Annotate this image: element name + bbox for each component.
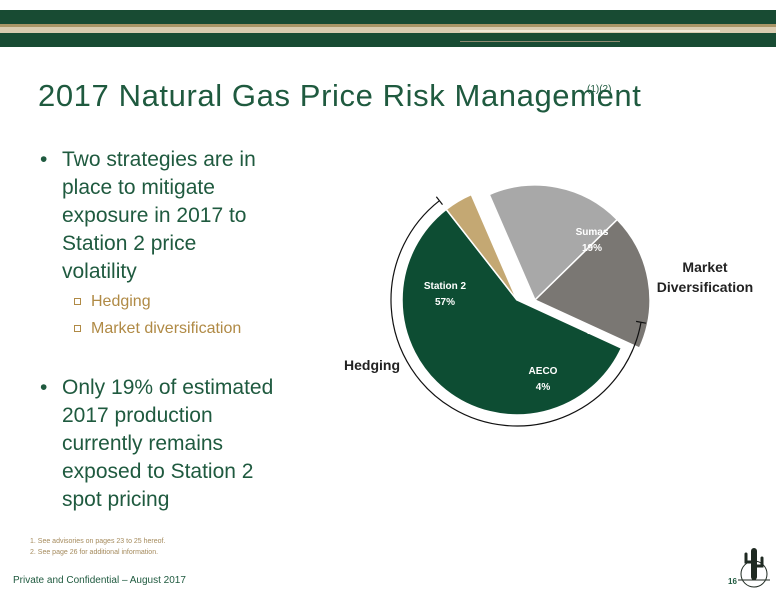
bullet-line: exposed to Station 2 — [62, 460, 254, 483]
page-title: 2017 Natural Gas Price Risk Management — [38, 78, 642, 113]
pie-data-label: 19% — [582, 243, 602, 254]
footer-confidentiality: Private and Confidential – August 2017 — [13, 575, 186, 586]
bullet-line: currently remains — [62, 432, 224, 455]
sub-bullet-label: Market diversification — [91, 320, 242, 337]
sub-bullet-marker — [74, 325, 81, 332]
bullet-1: • Two strategies are in place to mitigat… — [38, 146, 338, 286]
bullet-line: exposure in 2017 to — [62, 204, 247, 227]
bullet-list: • Two strategies are in place to mitigat… — [38, 146, 338, 514]
sub-bullet-label: Hedging — [91, 293, 151, 310]
pie-data-label: AECO — [529, 366, 558, 377]
header-band-dark-lower — [0, 33, 776, 47]
bullet-line: 2017 production — [62, 404, 213, 427]
group-label-market-diversification: Diversification — [657, 279, 753, 295]
pie-slice-station-2-unhedged — [488, 184, 619, 302]
pie-data-label: 19% — [587, 326, 607, 337]
hedging-bracket — [390, 200, 642, 427]
pie-data-label: 4% — [536, 382, 551, 393]
header-band-highlight — [460, 41, 620, 42]
header-band-highlight — [460, 30, 720, 32]
pie-data-label: 57% — [435, 297, 455, 308]
cactus-logo-icon — [738, 548, 770, 588]
bullet-line: Two strategies are in — [62, 148, 256, 171]
header-band-tan — [0, 24, 776, 27]
footnote: 2. See page 26 for additional informatio… — [30, 549, 159, 556]
sub-bullet-hedging: Hedging — [38, 288, 338, 315]
bullet-line: volatility — [62, 260, 137, 283]
page-number: 16 — [728, 577, 737, 586]
header-band-dark — [0, 10, 776, 24]
pie-data-label: Station 2 — [424, 281, 467, 292]
group-label-market-diversification: Market — [682, 259, 727, 275]
title-footnote-ref: (1)(2) — [587, 84, 612, 95]
group-label-hedging: Hedging — [344, 357, 400, 373]
bullet-marker: • — [40, 148, 48, 171]
header-band-light — [0, 27, 776, 33]
hedging-bracket-end — [635, 320, 647, 324]
pie-data-label: Sumas — [576, 227, 609, 238]
bullet-line: place to mitigate — [62, 176, 215, 199]
bullet-2: • Only 19% of estimated 2017 production … — [38, 374, 338, 514]
bullet-line: Only 19% of estimated — [62, 376, 274, 399]
bullet-marker: • — [40, 376, 48, 399]
footnotes: 1. See advisories on pages 23 to 25 here… — [30, 536, 165, 558]
sub-bullet-market-diversification: Market diversification — [38, 315, 338, 342]
sub-bullet-marker — [74, 298, 81, 305]
bullet-line: spot pricing — [62, 488, 170, 511]
pie-slice-aeco — [445, 193, 518, 301]
bullet-line: Station 2 price — [62, 232, 197, 255]
pie-slice-sumas — [533, 218, 651, 350]
pie-slice-station-2 — [401, 208, 623, 416]
hedging-bracket-end — [435, 196, 443, 206]
footnote: 1. See advisories on pages 23 to 25 here… — [30, 538, 166, 545]
